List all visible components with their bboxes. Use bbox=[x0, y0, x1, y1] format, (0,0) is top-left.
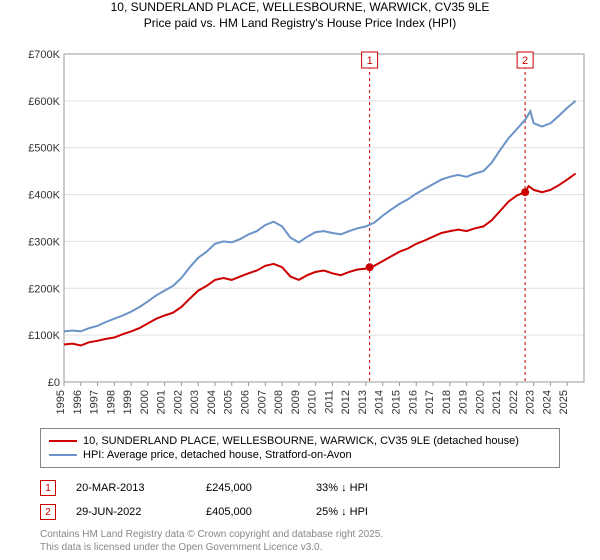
svg-text:£100K: £100K bbox=[28, 330, 60, 342]
svg-text:£500K: £500K bbox=[28, 143, 60, 155]
attribution: Contains HM Land Registry data © Crown c… bbox=[40, 528, 560, 554]
svg-text:2003: 2003 bbox=[189, 390, 201, 414]
svg-text:2024: 2024 bbox=[541, 390, 553, 414]
svg-text:2016: 2016 bbox=[407, 390, 419, 414]
svg-text:2: 2 bbox=[522, 55, 528, 67]
svg-text:£300K: £300K bbox=[28, 236, 60, 248]
svg-text:1998: 1998 bbox=[105, 390, 117, 414]
sale-date: 29-JUN-2022 bbox=[76, 506, 186, 518]
svg-text:2014: 2014 bbox=[374, 390, 386, 414]
svg-text:1997: 1997 bbox=[89, 390, 101, 414]
sale-date: 20-MAR-2013 bbox=[76, 482, 186, 494]
svg-text:2013: 2013 bbox=[357, 390, 369, 414]
sales-row: 2 29-JUN-2022 £405,000 25% ↓ HPI bbox=[40, 500, 560, 524]
svg-text:2009: 2009 bbox=[290, 390, 302, 414]
svg-text:2021: 2021 bbox=[491, 390, 503, 414]
legend-item-hpi: HPI: Average price, detached house, Stra… bbox=[49, 449, 551, 461]
sales-table: 1 20-MAR-2013 £245,000 33% ↓ HPI 2 29-JU… bbox=[40, 476, 560, 524]
svg-text:1996: 1996 bbox=[72, 390, 84, 414]
chart-area: £0 £100K £200K £300K £400K £500K £600K £700K 199… bbox=[24, 44, 588, 418]
svg-text:2017: 2017 bbox=[424, 390, 436, 414]
svg-text:2010: 2010 bbox=[307, 390, 319, 414]
svg-text:2015: 2015 bbox=[390, 390, 402, 414]
sale-price: £245,000 bbox=[206, 482, 296, 494]
chart-title-line1: 10, SUNDERLAND PLACE, WELLESBOURNE, WARW… bbox=[0, 0, 600, 16]
svg-text:2000: 2000 bbox=[139, 390, 151, 414]
svg-text:2019: 2019 bbox=[458, 390, 470, 414]
svg-text:2025: 2025 bbox=[558, 390, 570, 414]
sales-row: 1 20-MAR-2013 £245,000 33% ↓ HPI bbox=[40, 476, 560, 500]
attribution-line1: Contains HM Land Registry data © Crown c… bbox=[40, 528, 560, 541]
svg-text:2008: 2008 bbox=[273, 390, 285, 414]
svg-text:2006: 2006 bbox=[240, 390, 252, 414]
svg-text:2002: 2002 bbox=[172, 390, 184, 414]
svg-text:2022: 2022 bbox=[508, 390, 520, 414]
sale-delta: 33% ↓ HPI bbox=[316, 482, 560, 494]
svg-text:£0: £0 bbox=[48, 377, 60, 389]
svg-text:2011: 2011 bbox=[323, 390, 335, 414]
sale-marker-1: 1 bbox=[40, 480, 56, 496]
legend-label-property: 10, SUNDERLAND PLACE, WELLESBOURNE, WARW… bbox=[83, 435, 519, 447]
svg-text:1999: 1999 bbox=[122, 390, 134, 414]
svg-text:2004: 2004 bbox=[206, 390, 218, 414]
sale-marker-2: 2 bbox=[40, 504, 56, 520]
svg-text:2001: 2001 bbox=[156, 390, 168, 414]
svg-text:2018: 2018 bbox=[441, 390, 453, 414]
chart-title-line2: Price paid vs. HM Land Registry's House … bbox=[0, 16, 600, 30]
svg-text:2023: 2023 bbox=[525, 390, 537, 414]
svg-text:2012: 2012 bbox=[340, 390, 352, 414]
chart-svg: £0 £100K £200K £300K £400K £500K £600K £700K 199… bbox=[24, 44, 588, 418]
svg-text:£600K: £600K bbox=[28, 96, 60, 108]
svg-text:1: 1 bbox=[367, 55, 373, 67]
legend-item-property: 10, SUNDERLAND PLACE, WELLESBOURNE, WARW… bbox=[49, 435, 551, 447]
svg-text:2020: 2020 bbox=[474, 390, 486, 414]
attribution-line2: This data is licensed under the Open Gov… bbox=[40, 541, 560, 554]
svg-text:2007: 2007 bbox=[256, 390, 268, 414]
legend-label-hpi: HPI: Average price, detached house, Stra… bbox=[83, 449, 352, 461]
legend-swatch-blue bbox=[49, 454, 77, 456]
svg-text:£400K: £400K bbox=[28, 190, 60, 202]
svg-text:2005: 2005 bbox=[223, 390, 235, 414]
legend-swatch-red bbox=[49, 440, 77, 442]
legend-box: 10, SUNDERLAND PLACE, WELLESBOURNE, WARW… bbox=[40, 428, 560, 468]
chart-frame: 10, SUNDERLAND PLACE, WELLESBOURNE, WARW… bbox=[0, 0, 600, 560]
svg-text:£700K: £700K bbox=[28, 49, 60, 61]
sale-delta: 25% ↓ HPI bbox=[316, 506, 560, 518]
svg-text:1995: 1995 bbox=[55, 390, 67, 414]
sale-price: £405,000 bbox=[206, 506, 296, 518]
svg-text:£200K: £200K bbox=[28, 283, 60, 295]
